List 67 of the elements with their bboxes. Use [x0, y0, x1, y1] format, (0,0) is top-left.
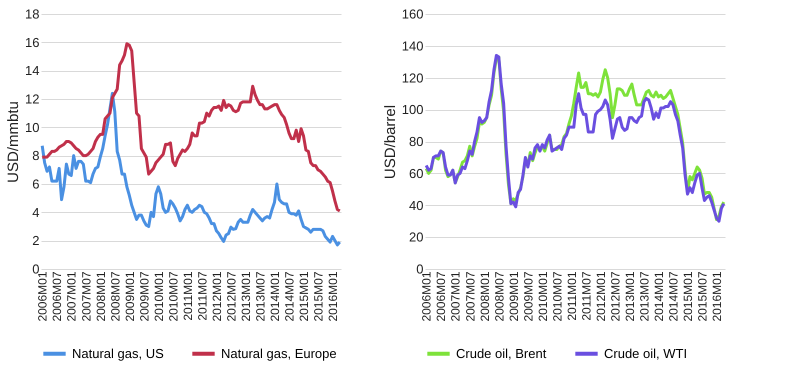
x-tick-label: 2011M01 — [180, 271, 195, 321]
y-tick-label: 14 — [25, 63, 40, 78]
y-tick-label: 40 — [409, 198, 424, 213]
y-tick-label: 12 — [25, 92, 40, 106]
x-tick-label: 2007M01 — [448, 271, 463, 322]
x-tick-label: 2010M07 — [166, 271, 180, 322]
x-tick-label: 2010M07 — [550, 271, 564, 322]
x-tick-label: 2009M01 — [122, 271, 137, 322]
x-tick-label: 2016M01 — [710, 271, 724, 322]
y-tick-label: 120 — [402, 70, 424, 86]
x-tick-label: 2012M07 — [608, 271, 622, 322]
x-tick-label: 2013M07 — [253, 271, 268, 322]
x-tick-label: 2010M01 — [536, 271, 550, 322]
x-tick-label: 2008M01 — [478, 271, 492, 322]
y-tick-label: 6 — [32, 176, 40, 192]
x-tick-label: 2014M01 — [652, 271, 666, 322]
y-tick-label: 18 — [25, 6, 40, 22]
x-tick-label: 2013M01 — [238, 271, 253, 322]
x-tick-label: 2008M07 — [108, 271, 122, 322]
x-tick-label: 2013M01 — [622, 271, 637, 322]
x-tick-label: 2007M01 — [64, 271, 79, 322]
x-tick-label: 2007M07 — [79, 271, 94, 322]
legend-label: Crude oil, WTI — [604, 346, 688, 361]
y-tick-label: 100 — [402, 102, 424, 118]
y-tick-label: 60 — [409, 166, 424, 181]
y-tick-label: 2 — [32, 233, 40, 248]
y-tick-label: 140 — [402, 38, 424, 54]
x-tick-label: 2015M07 — [312, 271, 326, 322]
x-tick-label: 2012M07 — [224, 271, 238, 322]
x-tick-label: 2012M01 — [210, 271, 224, 322]
x-tick-label: 2014M07 — [666, 271, 680, 322]
y-tick-label: 0 — [416, 262, 424, 276]
x-tick-label: 2011M07 — [579, 271, 594, 321]
x-tick-label: 2016M01 — [326, 271, 340, 322]
x-tick-label: 2009M07 — [137, 271, 152, 322]
x-tick-label: 2015M07 — [696, 271, 710, 322]
x-tick-label: 2015M01 — [681, 271, 695, 322]
y-tick-label: 0 — [32, 262, 40, 276]
line-series — [40, 42, 342, 212]
y-tick-label: 8 — [32, 148, 40, 164]
legend-label: Natural gas, US — [72, 346, 164, 361]
line-series — [40, 92, 342, 246]
x-tick-label: 2011M01 — [564, 271, 579, 321]
x-tick-label: 2015M01 — [297, 271, 311, 322]
x-tick-label: 2010M01 — [152, 271, 166, 322]
x-tick-label: 2008M07 — [492, 271, 506, 322]
x-tick-label: 2012M01 — [594, 271, 608, 322]
y-axis-title: USD/barrel — [382, 104, 399, 180]
y-tick-label: 4 — [32, 204, 40, 220]
y-tick-label: 80 — [409, 134, 424, 149]
legend-label: Natural gas, Europe — [221, 346, 337, 361]
x-tick-label: 2006M07 — [50, 271, 64, 322]
x-tick-label: 2008M01 — [94, 271, 108, 322]
y-tick-label: 160 — [402, 6, 424, 22]
x-tick-label: 2009M07 — [521, 271, 536, 322]
x-tick-label: 2006M07 — [434, 271, 448, 322]
x-tick-label: 2014M01 — [268, 271, 282, 322]
x-tick-label: 2007M07 — [463, 271, 478, 322]
x-tick-label: 2014M07 — [282, 271, 296, 322]
y-tick-label: 10 — [25, 120, 40, 135]
x-tick-label: 2013M07 — [637, 271, 652, 322]
y-tick-label: 16 — [25, 34, 40, 50]
x-tick-label: 2011M07 — [195, 271, 210, 321]
x-tick-label: 2009M01 — [506, 271, 521, 322]
legend-label: Crude oil, Brent — [456, 346, 547, 361]
y-tick-label: 20 — [409, 230, 424, 245]
y-axis-title: USD/mmbtu — [5, 101, 22, 183]
